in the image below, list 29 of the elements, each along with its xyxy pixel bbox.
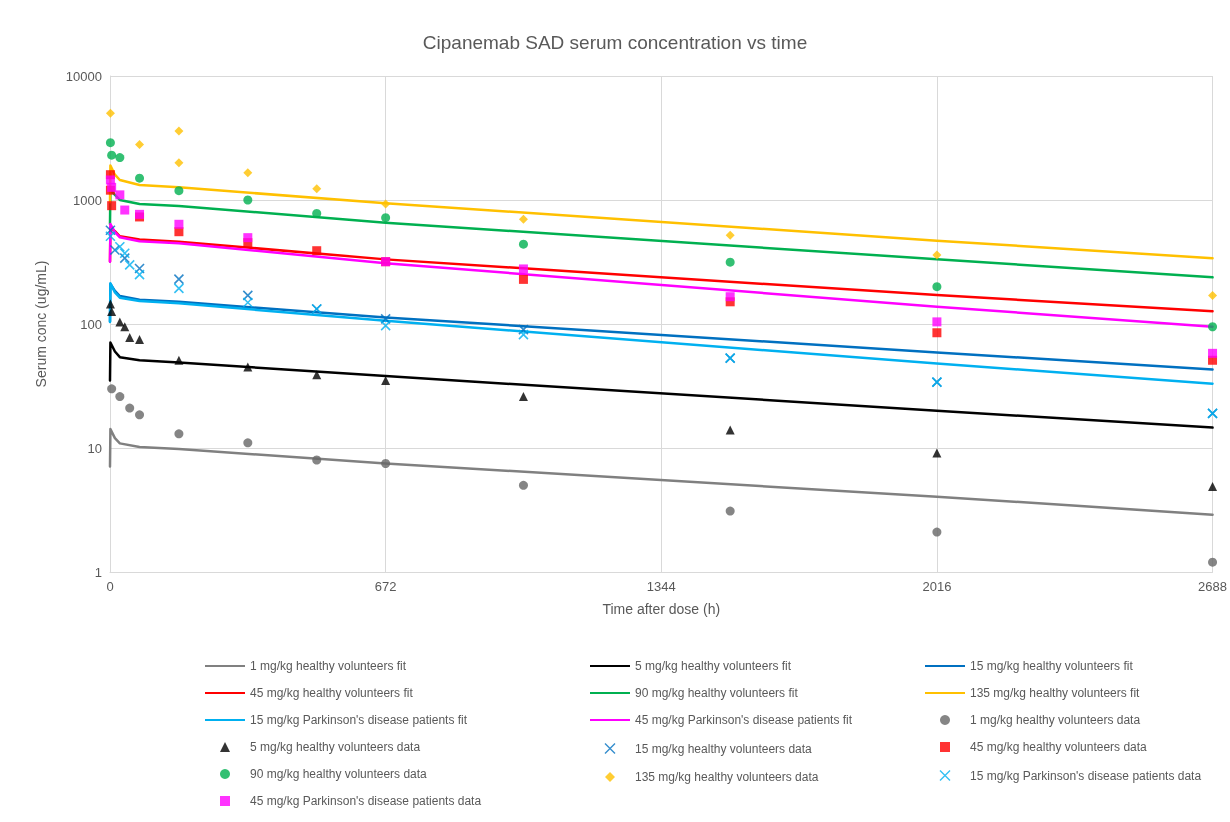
- legend-label: 15 mg/kg Parkinson's disease patients fit: [250, 713, 468, 727]
- legend-label: 135 mg/kg healthy volunteers data: [635, 770, 819, 784]
- legend-label: 5 mg/kg healthy volunteers data: [250, 740, 421, 754]
- x-tick-label: 0: [106, 579, 114, 594]
- legend-label: 15 mg/kg healthy volunteers fit: [970, 659, 1134, 673]
- x-tick-label: 2016: [922, 579, 952, 594]
- legend-label: 1 mg/kg healthy volunteers fit: [250, 659, 407, 673]
- legend-label: 45 mg/kg healthy volunteers fit: [250, 686, 414, 700]
- legend-label: 90 mg/kg healthy volunteers data: [250, 767, 428, 781]
- y-tick-label: 1: [94, 564, 102, 580]
- legend-label: 1 mg/kg healthy volunteers data: [970, 713, 1141, 727]
- legend-label: 135 mg/kg healthy volunteers fit: [970, 686, 1141, 700]
- x-tick-label: 1344: [646, 579, 676, 594]
- legend-label: 45 mg/kg healthy volunteers data: [970, 740, 1148, 754]
- legend-label: 45 mg/kg Parkinson's disease patients fit: [635, 713, 853, 727]
- x-tick-label: 2688: [1198, 579, 1227, 594]
- legend-label: 5 mg/kg healthy volunteers fit: [635, 659, 792, 673]
- y-tick-label: 10000: [65, 68, 102, 84]
- legend-label: 15 mg/kg healthy volunteers data: [635, 741, 813, 756]
- y-tick-label: 100: [80, 316, 102, 332]
- chart-title: Cipanemab SAD serum concentration vs time: [422, 32, 808, 53]
- legend-label: 90 mg/kg healthy volunteers fit: [635, 686, 799, 700]
- legend-label: 15 mg/kg Parkinson's disease patients data: [970, 768, 1202, 783]
- y-tick-label: 1000: [73, 192, 102, 208]
- x-axis-title: Time after dose (h): [602, 601, 721, 617]
- y-tick-label: 10: [87, 440, 102, 456]
- legend-label: 45 mg/kg Parkinson's disease patients data: [250, 794, 482, 808]
- x-tick-label: 672: [374, 579, 397, 594]
- y-axis-title: Serum conc (ug/mL): [33, 260, 49, 388]
